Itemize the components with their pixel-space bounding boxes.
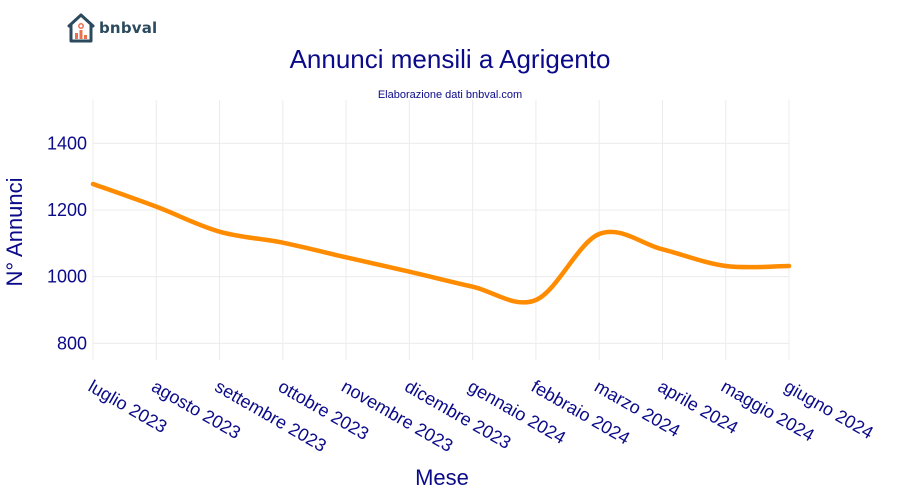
chart-title: Annunci mensili a Agrigento (289, 44, 611, 74)
y-axis-ticks: 800 1000 1200 1400 (47, 133, 87, 353)
brand-name: bnbval (99, 19, 158, 37)
grid-lines (92, 100, 790, 360)
house-chart-icon (67, 13, 95, 43)
x-tick-label: dicembre 2023 (401, 376, 514, 453)
series-layer (90, 181, 792, 305)
y-axis-title: N° Annunci (2, 177, 27, 286)
y-tick-label: 800 (57, 333, 87, 353)
y-tick-label: 1200 (47, 200, 87, 220)
y-tick-label: 1000 (47, 267, 87, 287)
chart-subtitle: Elaborazione dati bnbval.com (377, 89, 523, 101)
y-tick-label: 1400 (47, 133, 87, 153)
x-axis-title: Mese (415, 465, 469, 490)
brand-logo: bnbval (66, 12, 157, 44)
series-line (90, 181, 792, 305)
